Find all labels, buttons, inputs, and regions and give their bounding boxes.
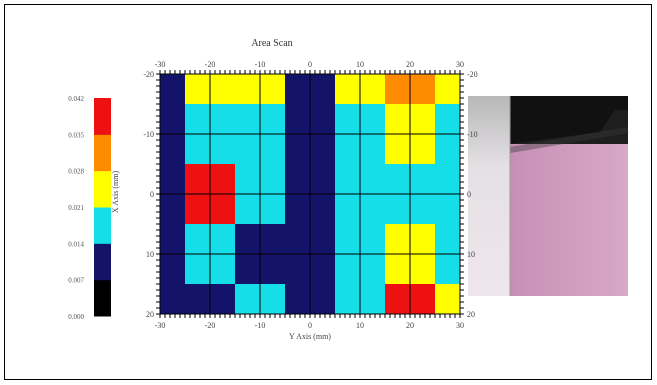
y-tick-label-right: 10 xyxy=(467,250,475,259)
colorbar-swatch xyxy=(94,134,111,172)
colorbar-label: 0.035 xyxy=(68,131,84,139)
heat-cell xyxy=(435,74,460,104)
colorbar-swatch xyxy=(94,207,111,244)
tick-marks xyxy=(156,70,464,318)
colorbar-label: 0.014 xyxy=(68,240,84,248)
colorbar-label: 0.042 xyxy=(68,95,84,103)
x-tick-label-bottom: -20 xyxy=(205,321,216,330)
y-tick-label-left: 0 xyxy=(150,190,154,199)
x-tick-label-top: 10 xyxy=(356,60,364,69)
x-tick-label-bottom: -10 xyxy=(255,321,266,330)
y-tick-label-left: 10 xyxy=(146,250,154,259)
y-tick-label-right: 20 xyxy=(467,310,475,319)
x-tick-label-bottom: 20 xyxy=(406,321,414,330)
y-tick-label-left: -10 xyxy=(143,130,154,139)
device-photo xyxy=(468,96,629,296)
y-tick-label-right: -10 xyxy=(467,130,478,139)
x-tick-label-top: -10 xyxy=(255,60,266,69)
colorbar-label: 0.028 xyxy=(68,168,84,176)
heat-cell xyxy=(160,284,185,314)
x-tick-label-top: 30 xyxy=(456,60,464,69)
y-tick-label-left: -20 xyxy=(143,70,154,79)
x-tick-label-top: 0 xyxy=(308,60,312,69)
colorbar-label: 0.000 xyxy=(68,313,84,321)
x-tick-label-bottom: 30 xyxy=(456,321,464,330)
y-axis-title: X Axis (mm) xyxy=(111,171,120,214)
x-tick-label-top: 20 xyxy=(406,60,414,69)
colorbar-swatch xyxy=(94,170,111,208)
colorbar-swatch xyxy=(94,243,111,281)
chart-title: Area Scan xyxy=(251,38,292,49)
colorbar-swatch xyxy=(94,98,111,135)
x-tick-label-top: -30 xyxy=(155,60,166,69)
colorbar-swatch xyxy=(94,279,111,317)
heat-cell xyxy=(160,74,185,104)
y-tick-label-left: 20 xyxy=(146,310,154,319)
x-tick-label-bottom: 10 xyxy=(356,321,364,330)
colorbar-label: 0.021 xyxy=(68,204,84,212)
heat-cell xyxy=(435,284,460,314)
colorbar: 0.000 0.007 0.014 0.021 0.028 0.035 0.042 xyxy=(68,95,111,321)
x-axis-title: Y Axis (mm) xyxy=(289,332,331,341)
y-tick-label-right: 0 xyxy=(467,190,471,199)
colorbar-label: 0.007 xyxy=(68,277,84,285)
x-tick-label-top: -20 xyxy=(205,60,216,69)
x-tick-label-bottom: 0 xyxy=(308,321,312,330)
x-tick-label-bottom: -30 xyxy=(155,321,166,330)
y-tick-label-right: -20 xyxy=(467,70,478,79)
